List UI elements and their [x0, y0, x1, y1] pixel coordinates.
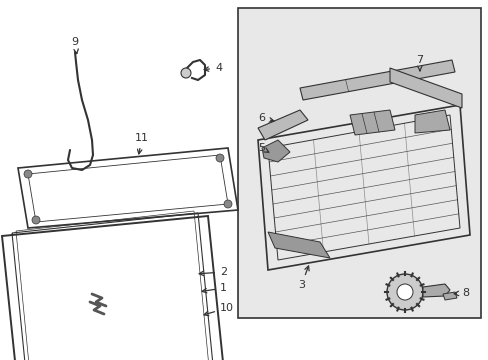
Polygon shape — [262, 140, 289, 162]
Polygon shape — [299, 60, 454, 100]
Text: 5: 5 — [258, 143, 268, 153]
Polygon shape — [442, 292, 456, 300]
Polygon shape — [18, 148, 238, 228]
Polygon shape — [258, 110, 307, 140]
Circle shape — [396, 284, 412, 300]
Polygon shape — [349, 110, 394, 135]
Polygon shape — [267, 232, 329, 258]
Circle shape — [386, 274, 422, 310]
Text: 3: 3 — [297, 266, 308, 290]
Circle shape — [216, 154, 224, 162]
Polygon shape — [422, 284, 449, 297]
Text: 6: 6 — [258, 113, 273, 123]
Text: 10: 10 — [203, 303, 234, 316]
Text: 7: 7 — [415, 55, 422, 71]
Polygon shape — [5, 230, 220, 360]
Polygon shape — [10, 248, 215, 348]
Text: 9: 9 — [71, 37, 79, 54]
Circle shape — [24, 170, 32, 178]
Text: 11: 11 — [135, 133, 149, 154]
Text: 1: 1 — [202, 283, 226, 293]
Text: 8: 8 — [453, 288, 468, 298]
Text: 4: 4 — [203, 63, 222, 73]
Polygon shape — [414, 110, 449, 133]
Circle shape — [224, 200, 231, 208]
Text: 2: 2 — [199, 267, 226, 277]
Polygon shape — [389, 68, 461, 108]
Circle shape — [181, 68, 191, 78]
Bar — [238, 8, 480, 318]
Polygon shape — [2, 216, 223, 360]
Circle shape — [32, 216, 40, 224]
